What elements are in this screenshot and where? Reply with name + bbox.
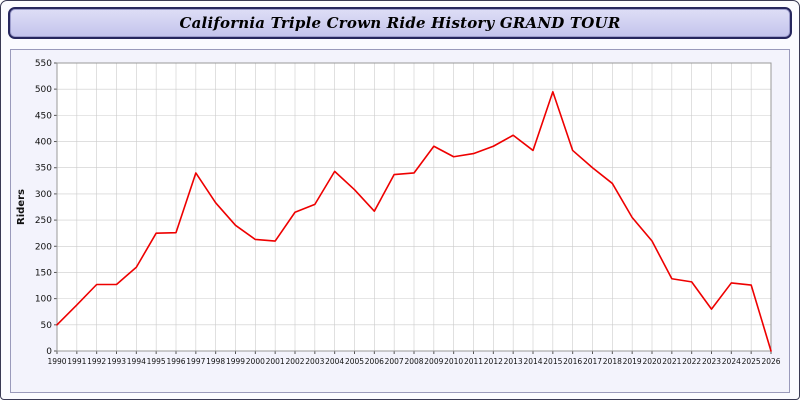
svg-text:2007: 2007 (385, 357, 404, 366)
svg-text:2005: 2005 (345, 357, 364, 366)
chart-panel: 0 50 100 150 200 250 300 350 400 450 500 550 1990 199… (10, 49, 790, 393)
svg-text:1991: 1991 (67, 357, 86, 366)
svg-text:2020: 2020 (642, 357, 661, 366)
svg-text:Riders: Riders (16, 189, 27, 225)
svg-text:1995: 1995 (147, 357, 166, 366)
svg-text:2000: 2000 (246, 357, 265, 366)
svg-text:0: 0 (46, 347, 52, 357)
svg-text:2002: 2002 (285, 357, 304, 366)
svg-text:2003: 2003 (305, 357, 324, 366)
svg-text:200: 200 (35, 242, 52, 252)
svg-text:2024: 2024 (722, 357, 741, 366)
svg-text:250: 250 (35, 216, 52, 226)
svg-text:150: 150 (35, 268, 52, 278)
title-bar: California Triple Crown Ride History GRA… (8, 7, 792, 39)
svg-text:2022: 2022 (682, 357, 701, 366)
svg-text:2014: 2014 (523, 357, 542, 366)
svg-text:2021: 2021 (662, 357, 681, 366)
svg-text:2011: 2011 (464, 357, 483, 366)
svg-text:300: 300 (35, 190, 52, 200)
svg-text:1998: 1998 (206, 357, 225, 366)
svg-text:2015: 2015 (543, 357, 562, 366)
svg-text:350: 350 (35, 164, 52, 174)
svg-text:2006: 2006 (365, 357, 384, 366)
svg-text:2010: 2010 (444, 357, 463, 366)
svg-text:450: 450 (35, 111, 52, 121)
svg-text:2025: 2025 (742, 357, 761, 366)
svg-text:50: 50 (41, 321, 53, 331)
svg-text:2012: 2012 (484, 357, 503, 366)
svg-text:2009: 2009 (424, 357, 443, 366)
svg-text:2017: 2017 (583, 357, 602, 366)
svg-text:1992: 1992 (87, 357, 106, 366)
svg-text:2016: 2016 (563, 357, 582, 366)
svg-text:2026: 2026 (761, 357, 780, 366)
svg-text:500: 500 (35, 85, 52, 95)
svg-text:2019: 2019 (623, 357, 642, 366)
page-title: California Triple Crown Ride History GRA… (179, 14, 621, 32)
svg-text:100: 100 (35, 295, 52, 305)
svg-text:1997: 1997 (186, 357, 205, 366)
svg-text:2001: 2001 (266, 357, 285, 366)
svg-text:2008: 2008 (404, 357, 423, 366)
svg-text:1996: 1996 (166, 357, 185, 366)
svg-text:1990: 1990 (47, 357, 66, 366)
svg-text:1999: 1999 (226, 357, 245, 366)
svg-text:2013: 2013 (504, 357, 523, 366)
svg-text:550: 550 (35, 59, 52, 69)
svg-text:1994: 1994 (127, 357, 146, 366)
svg-text:2004: 2004 (325, 357, 344, 366)
svg-text:1993: 1993 (107, 357, 126, 366)
svg-text:400: 400 (35, 138, 52, 148)
svg-text:2018: 2018 (603, 357, 622, 366)
svg-text:2023: 2023 (702, 357, 721, 366)
